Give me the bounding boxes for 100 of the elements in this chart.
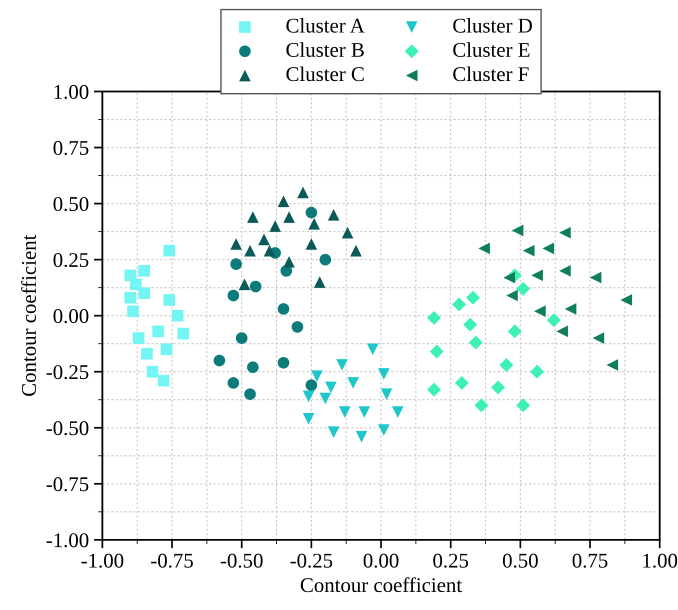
point <box>491 380 506 394</box>
point <box>302 412 314 425</box>
point <box>463 318 478 332</box>
y-tick-label: -0.25 <box>46 365 88 380</box>
point <box>564 303 576 315</box>
point <box>269 220 281 232</box>
point <box>468 336 483 350</box>
legend-label: Cluster C <box>286 66 364 82</box>
point <box>380 388 392 400</box>
point <box>141 348 153 360</box>
point <box>308 218 320 230</box>
point <box>258 234 270 246</box>
x-tick-label: -0.25 <box>290 554 332 568</box>
point <box>238 278 250 290</box>
point <box>339 406 351 418</box>
y-tick-label: 0.25 <box>54 253 88 268</box>
point <box>158 374 170 386</box>
point <box>430 344 444 358</box>
point <box>306 206 318 218</box>
point <box>152 326 164 338</box>
point <box>366 343 378 356</box>
y-tick-label: -0.75 <box>46 477 88 492</box>
x-tick-label: 0.00 <box>364 554 398 568</box>
y-tick-label: 0.00 <box>54 309 88 324</box>
point <box>506 290 518 302</box>
point <box>177 328 189 340</box>
point <box>542 242 554 254</box>
point <box>466 290 480 305</box>
y-tick-label: -1.00 <box>46 533 88 548</box>
point <box>244 244 256 256</box>
x-axis-title: Contour coefficient <box>300 577 462 592</box>
legend-label: Cluster E <box>453 42 530 57</box>
point <box>592 332 604 344</box>
point <box>311 370 323 382</box>
point <box>228 290 240 302</box>
point <box>297 186 309 198</box>
point <box>247 211 259 223</box>
point <box>319 254 332 266</box>
point <box>325 382 337 394</box>
point <box>292 321 304 333</box>
point <box>328 208 340 221</box>
x-tick-label: 0.25 <box>433 554 468 568</box>
point <box>306 379 318 391</box>
point <box>452 298 466 312</box>
x-tick-label: 0.75 <box>572 554 608 568</box>
point <box>124 292 136 304</box>
point <box>236 332 248 344</box>
point <box>230 238 242 250</box>
legend-label: Cluster D <box>453 18 532 33</box>
point <box>356 430 368 443</box>
y-tick-label: 0.50 <box>54 196 88 212</box>
point <box>559 226 571 239</box>
point <box>132 332 144 344</box>
point <box>283 256 295 268</box>
point <box>378 368 390 380</box>
point <box>127 305 139 317</box>
point <box>138 265 150 277</box>
point <box>250 280 262 292</box>
point <box>138 287 150 300</box>
point <box>620 294 632 306</box>
point <box>427 310 441 325</box>
point <box>499 358 514 372</box>
point <box>559 265 571 277</box>
x-tick-label: 1.00 <box>643 554 678 568</box>
point <box>531 270 543 282</box>
point <box>454 376 469 390</box>
point <box>512 224 524 236</box>
point <box>264 244 276 256</box>
x-tick-label: -0.75 <box>151 554 193 568</box>
point <box>130 278 142 290</box>
point <box>503 272 516 284</box>
y-tick-label: -0.50 <box>46 421 88 436</box>
point <box>163 294 176 306</box>
point <box>478 242 490 254</box>
point <box>278 196 290 208</box>
point <box>530 364 544 379</box>
point <box>228 377 240 389</box>
y-tick-label: 0.75 <box>54 140 88 156</box>
point <box>516 398 530 412</box>
point <box>556 326 568 338</box>
point <box>163 244 176 256</box>
point <box>336 359 348 371</box>
point <box>350 244 362 256</box>
y-tick-label: 1.00 <box>54 84 88 100</box>
y-axis-title: Contour coefficient <box>21 234 36 396</box>
point <box>516 282 530 296</box>
x-tick-label: -0.50 <box>220 554 263 568</box>
legend-label: Cluster B <box>286 42 364 57</box>
point <box>378 424 390 436</box>
point <box>328 426 340 438</box>
point <box>302 390 314 402</box>
point <box>146 366 158 378</box>
point <box>230 258 242 270</box>
point <box>508 324 522 338</box>
point <box>522 244 535 256</box>
point <box>358 406 370 418</box>
point <box>214 354 226 366</box>
point <box>427 382 441 397</box>
x-tick-label: 0.50 <box>502 554 538 568</box>
point <box>160 343 172 356</box>
